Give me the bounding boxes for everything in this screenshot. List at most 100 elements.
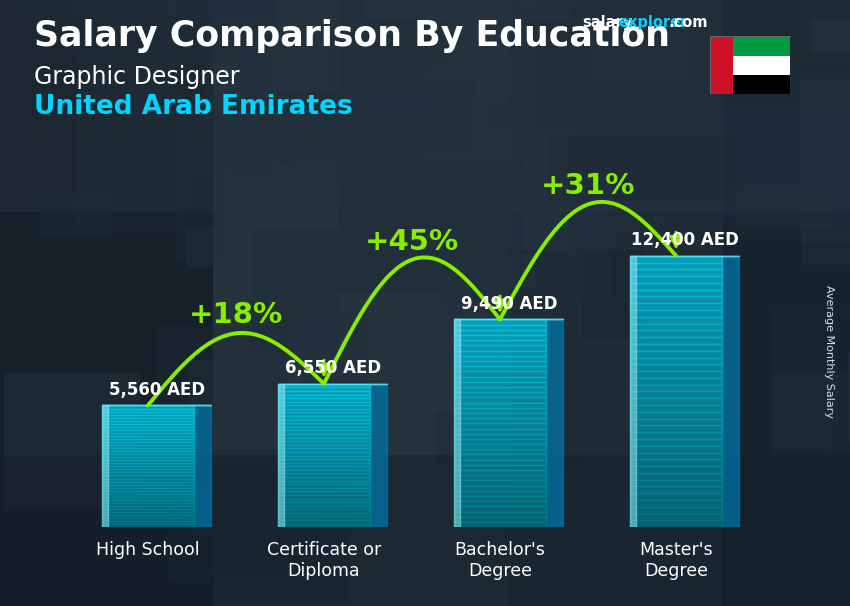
Polygon shape xyxy=(454,491,546,496)
Polygon shape xyxy=(454,361,546,366)
Bar xyxy=(206,0,328,119)
Polygon shape xyxy=(454,481,546,485)
Text: +31%: +31% xyxy=(541,173,635,201)
Polygon shape xyxy=(630,358,722,364)
Polygon shape xyxy=(278,448,370,452)
Bar xyxy=(435,412,587,469)
Polygon shape xyxy=(102,454,194,457)
Bar xyxy=(18,0,201,18)
Bar xyxy=(818,378,850,453)
Text: Graphic Designer: Graphic Designer xyxy=(34,65,240,89)
Polygon shape xyxy=(278,438,370,441)
Polygon shape xyxy=(630,256,722,262)
Polygon shape xyxy=(278,470,370,473)
Polygon shape xyxy=(454,460,546,465)
Polygon shape xyxy=(278,430,370,434)
Bar xyxy=(177,104,224,262)
Bar xyxy=(710,36,733,94)
Bar xyxy=(311,78,477,155)
Polygon shape xyxy=(630,405,722,412)
Polygon shape xyxy=(102,430,194,433)
Bar xyxy=(156,326,287,422)
Polygon shape xyxy=(630,337,722,344)
Polygon shape xyxy=(630,391,722,398)
Polygon shape xyxy=(278,520,370,524)
Polygon shape xyxy=(630,310,722,317)
Polygon shape xyxy=(454,387,546,392)
Text: 6,550 AED: 6,550 AED xyxy=(285,359,381,378)
Bar xyxy=(79,0,275,62)
Polygon shape xyxy=(630,398,722,405)
Polygon shape xyxy=(454,325,546,330)
Polygon shape xyxy=(454,335,546,340)
Bar xyxy=(354,22,451,71)
Polygon shape xyxy=(454,340,546,345)
Polygon shape xyxy=(630,412,722,419)
Bar xyxy=(801,232,850,265)
Polygon shape xyxy=(278,423,370,427)
Polygon shape xyxy=(102,494,194,497)
Polygon shape xyxy=(102,470,194,473)
Bar xyxy=(190,95,274,175)
Polygon shape xyxy=(454,496,546,501)
Bar xyxy=(300,310,371,421)
Bar xyxy=(293,111,451,222)
Polygon shape xyxy=(546,319,564,527)
Polygon shape xyxy=(278,445,370,448)
Polygon shape xyxy=(102,436,194,439)
Bar xyxy=(802,79,850,243)
Polygon shape xyxy=(454,392,546,398)
Polygon shape xyxy=(278,466,370,470)
Polygon shape xyxy=(630,419,722,425)
Polygon shape xyxy=(102,524,194,527)
Polygon shape xyxy=(102,408,194,411)
Polygon shape xyxy=(102,473,194,476)
Polygon shape xyxy=(630,371,722,378)
Polygon shape xyxy=(454,330,546,335)
Bar xyxy=(548,136,738,201)
Polygon shape xyxy=(630,317,722,324)
Polygon shape xyxy=(454,418,546,424)
Polygon shape xyxy=(454,382,546,387)
Bar xyxy=(4,373,140,508)
Bar xyxy=(186,228,298,268)
Bar xyxy=(167,490,264,579)
Bar xyxy=(773,371,850,449)
Polygon shape xyxy=(454,501,546,507)
Polygon shape xyxy=(102,500,194,503)
Polygon shape xyxy=(454,413,546,418)
Polygon shape xyxy=(630,344,722,351)
Polygon shape xyxy=(454,439,546,444)
Polygon shape xyxy=(102,485,194,488)
Bar xyxy=(433,101,518,221)
Polygon shape xyxy=(454,398,546,402)
Bar xyxy=(0,0,850,212)
Bar xyxy=(338,159,523,292)
Polygon shape xyxy=(278,456,370,459)
Polygon shape xyxy=(454,517,546,522)
Polygon shape xyxy=(278,416,370,420)
Polygon shape xyxy=(278,402,370,405)
Polygon shape xyxy=(454,511,546,517)
Polygon shape xyxy=(278,491,370,495)
Polygon shape xyxy=(278,395,370,398)
Bar xyxy=(212,0,510,606)
Polygon shape xyxy=(278,387,370,391)
Polygon shape xyxy=(630,466,722,473)
Bar xyxy=(446,186,496,364)
Polygon shape xyxy=(194,405,211,527)
Polygon shape xyxy=(454,428,546,434)
Polygon shape xyxy=(630,487,722,493)
Polygon shape xyxy=(102,518,194,521)
Text: United Arab Emirates: United Arab Emirates xyxy=(34,94,353,120)
Polygon shape xyxy=(278,473,370,477)
Polygon shape xyxy=(278,509,370,513)
Bar xyxy=(772,310,850,455)
Polygon shape xyxy=(102,451,194,454)
Polygon shape xyxy=(278,434,370,438)
Bar xyxy=(420,255,535,289)
Text: salary: salary xyxy=(582,15,632,30)
Bar xyxy=(687,70,850,222)
Polygon shape xyxy=(278,516,370,520)
Text: explorer: explorer xyxy=(618,15,688,30)
